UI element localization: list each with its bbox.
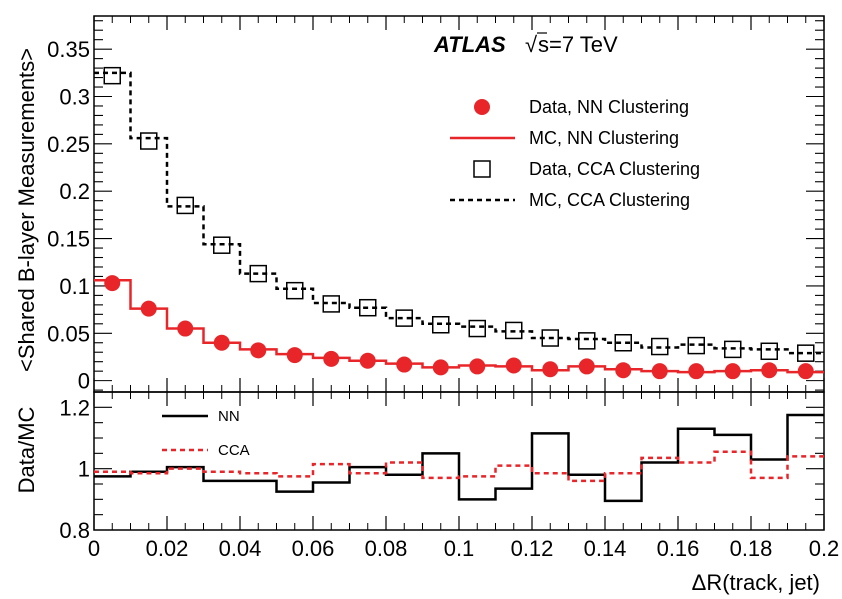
ratio-legend-label-cca: CCA	[218, 442, 250, 459]
point-data-cca-clustering	[322, 295, 340, 313]
y-tick-label: 0.2	[59, 179, 90, 204]
point-data-cca-clustering	[103, 66, 121, 85]
point-data-nn-clustering	[213, 334, 230, 351]
point-data-nn-clustering	[615, 362, 632, 379]
y-tick-label: 0.25	[47, 132, 90, 157]
point-data-cca-clustering	[249, 264, 267, 283]
ratio-y-axis-title: Data/MC	[14, 406, 39, 493]
point-data-cca-clustering	[468, 319, 486, 338]
x-tick-label: 0.18	[730, 536, 773, 561]
point-data-nn-clustering	[177, 320, 194, 337]
x-tick-label: 0.06	[292, 536, 335, 561]
y-tick-label: 0.1	[59, 274, 90, 299]
sqrt-symbol: √	[525, 32, 538, 57]
point-data-nn-clustering	[578, 358, 595, 375]
point-data-nn-clustering	[396, 356, 413, 373]
ratio-legend-label-nn: NN	[218, 408, 240, 425]
main-panel: 0 0.05 0.1 0.15 0.2 0.25 0.3 0.35 <Shared B-lay…	[14, 15, 825, 394]
point-data-nn-clustering	[104, 275, 121, 292]
ratio-panel-series	[94, 413, 824, 503]
ratio-panel: 0.8 1 1.2 Data/MC NN CCA	[14, 391, 825, 543]
point-data-cca-clustering	[213, 236, 231, 254]
main-y-axis-title: <Shared B-layer Measurements>	[14, 48, 39, 372]
y-tick-label: 0	[78, 369, 90, 394]
y-tick-label: 0.3	[59, 85, 90, 110]
point-data-nn-clustering	[286, 347, 303, 364]
y-tick-label: 0.8	[59, 518, 90, 543]
ratio-legend: NN CCA	[162, 408, 250, 459]
point-data-nn-clustering	[724, 363, 741, 380]
y-tick-label: 0.15	[47, 227, 90, 252]
x-tick-label: 0.16	[657, 536, 700, 561]
point-data-cca-clustering	[614, 334, 632, 352]
ratio-series-nn	[94, 413, 824, 503]
point-data-nn-clustering	[432, 359, 449, 376]
main-legend: Data, NN Clustering MC, NN Clustering Da…	[450, 97, 700, 210]
legend-label-data-cca: Data, CCA Clustering	[529, 159, 700, 179]
point-data-nn-clustering	[651, 363, 668, 380]
point-data-cca-clustering	[651, 337, 669, 356]
point-data-nn-clustering	[542, 361, 559, 378]
point-data-cca-clustering	[395, 309, 413, 327]
y-tick-label: 0.05	[47, 321, 90, 346]
point-data-nn-clustering	[140, 300, 157, 317]
ratio-y-tick-labels: 0.8 1 1.2	[59, 395, 90, 543]
point-data-nn-clustering	[505, 357, 522, 374]
point-data-cca-clustering	[286, 281, 304, 300]
x-tick-label: 0.14	[584, 536, 627, 561]
x-tick-labels: 0 0.02 0.04 0.06 0.08 0.1 0.12 0.14 0.16 0.18 0.2	[88, 536, 839, 561]
legend-marker-data-cca	[473, 160, 491, 178]
series-mc-cca-clustering	[94, 71, 824, 355]
point-data-nn-clustering	[688, 363, 705, 380]
point-data-cca-clustering	[797, 344, 815, 362]
point-data-cca-clustering	[687, 336, 705, 355]
legend-label-mc-cca: MC, CCA Clustering	[529, 190, 690, 210]
x-tick-label: 0.04	[219, 536, 262, 561]
ratio-series-cca	[94, 450, 824, 483]
x-tick-label: 0.02	[146, 536, 189, 561]
x-tick-label: 0	[88, 536, 100, 561]
point-data-cca-clustering	[578, 332, 596, 350]
main-panel-series	[94, 66, 824, 380]
point-data-nn-clustering	[250, 342, 267, 359]
point-data-cca-clustering	[505, 321, 523, 340]
point-data-nn-clustering	[797, 363, 814, 380]
main-y-tick-labels: 0 0.05 0.1 0.15 0.2 0.25 0.3 0.35	[47, 37, 90, 393]
legend-label-mc-nn: MC, NN Clustering	[529, 128, 679, 148]
point-data-cca-clustering	[432, 316, 450, 334]
point-data-cca-clustering	[140, 132, 158, 150]
y-tick-label: 0.35	[47, 37, 90, 62]
x-tick-label: 0.2	[809, 536, 840, 561]
y-tick-label: 1	[78, 457, 90, 482]
point-data-cca-clustering	[760, 342, 778, 361]
point-data-cca-clustering	[541, 329, 559, 347]
legend-marker-data-nn	[474, 99, 490, 115]
ratio-panel-ticks	[93, 391, 825, 531]
point-data-nn-clustering	[359, 352, 376, 369]
energy-label: s=7 TeV	[538, 32, 618, 57]
x-tick-label: 0.08	[365, 536, 408, 561]
series-mc-nn-clustering	[94, 278, 824, 374]
y-tick-label: 1.2	[59, 395, 90, 420]
point-data-nn-clustering	[469, 358, 486, 375]
main-panel-ticks	[93, 16, 825, 392]
legend-label-data-nn: Data, NN Clustering	[529, 97, 689, 117]
point-data-nn-clustering	[323, 350, 340, 367]
x-tick-label: 0.12	[511, 536, 554, 561]
x-axis-title: ΔR(track, jet)	[692, 570, 820, 595]
experiment-label: ATLAS	[433, 32, 506, 57]
point-data-cca-clustering	[724, 340, 742, 359]
point-data-nn-clustering	[761, 362, 778, 379]
x-tick-label: 0.1	[444, 536, 475, 561]
point-data-cca-clustering	[176, 196, 194, 215]
point-data-cca-clustering	[359, 298, 377, 317]
